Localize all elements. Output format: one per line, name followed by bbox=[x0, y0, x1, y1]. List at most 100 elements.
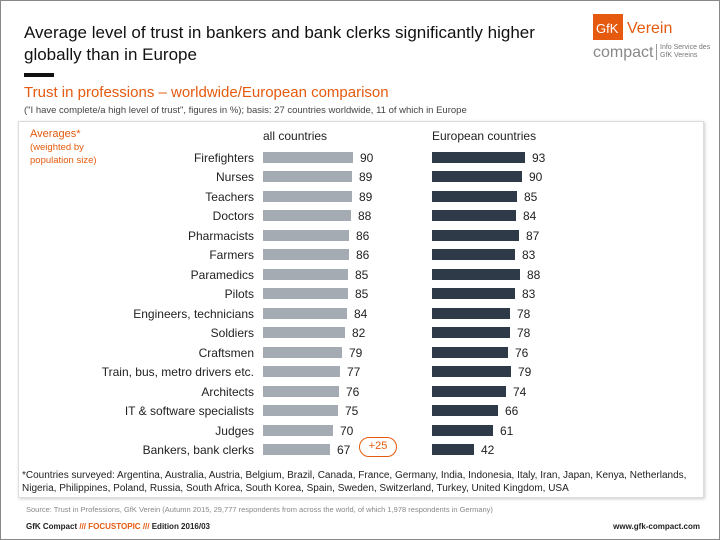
title-divider bbox=[24, 73, 54, 77]
all-countries-bar bbox=[263, 229, 349, 241]
footer-url[interactable]: www.gfk-compact.com bbox=[613, 522, 700, 531]
all-countries-bar bbox=[263, 444, 330, 456]
european-bar bbox=[432, 327, 510, 339]
gfk-verein-logo: GfK Verein compact bbox=[593, 14, 672, 61]
european-value: 74 bbox=[513, 384, 527, 399]
category-label: Doctors bbox=[212, 209, 254, 224]
all-countries-bar bbox=[263, 405, 338, 417]
all-countries-value: 75 bbox=[345, 404, 359, 419]
source-note: Source: Trust in Professions, GfK Verein… bbox=[26, 505, 493, 514]
european-bar bbox=[432, 171, 522, 183]
logo-brand: GfK bbox=[596, 21, 619, 36]
all-countries-value: 82 bbox=[352, 326, 366, 341]
category-label: IT & software specialists bbox=[124, 404, 254, 419]
european-value: 78 bbox=[517, 306, 531, 321]
category-label: Architects bbox=[201, 384, 254, 399]
all-countries-bar bbox=[263, 327, 345, 339]
footer-topic: FOCUSTOPIC bbox=[88, 522, 141, 531]
all-countries-bar bbox=[263, 268, 348, 280]
european-bar bbox=[432, 385, 506, 397]
european-bar bbox=[432, 444, 474, 456]
averages-legend: Averages* (weighted by population size) bbox=[30, 128, 130, 167]
european-bar bbox=[432, 288, 515, 300]
all-countries-value: 67 bbox=[337, 443, 351, 458]
european-value: 66 bbox=[505, 404, 519, 419]
european-bar bbox=[432, 152, 525, 163]
european-bar bbox=[432, 229, 519, 241]
european-bar bbox=[432, 424, 493, 436]
footer-separator: /// bbox=[142, 522, 150, 531]
european-value: 83 bbox=[522, 248, 536, 263]
all-countries-bar bbox=[263, 424, 333, 436]
slide-title: Average level of trust in bankers and ba… bbox=[24, 23, 535, 64]
european-value: 93 bbox=[532, 151, 546, 165]
averages-label: Averages* bbox=[30, 128, 81, 140]
all-countries-bar bbox=[263, 190, 352, 202]
european-bar bbox=[432, 268, 520, 280]
countries-footnote: *Countries surveyed: Argentina, Australi… bbox=[22, 470, 687, 494]
european-value: 85 bbox=[524, 189, 538, 204]
european-value: 88 bbox=[527, 267, 541, 282]
all-countries-value: 89 bbox=[359, 189, 373, 204]
all-countries-value: 77 bbox=[347, 365, 361, 380]
all-countries-value: 86 bbox=[356, 228, 370, 243]
european-value: 78 bbox=[517, 326, 531, 341]
footer-separator: /// bbox=[79, 522, 87, 531]
all-countries-value: 85 bbox=[355, 267, 369, 282]
all-countries-bar bbox=[263, 152, 353, 163]
european-value: 87 bbox=[526, 228, 540, 243]
all-countries-value: 90 bbox=[360, 151, 374, 165]
averages-note: (weighted by population size) bbox=[30, 142, 97, 166]
all-countries-bar bbox=[263, 249, 349, 261]
all-countries-bar bbox=[263, 210, 351, 222]
footer: GfK Compact /// FOCUSTOPIC /// Edition 2… bbox=[26, 522, 210, 531]
slide-subtitle: Trust in professions – worldwide/Europea… bbox=[24, 84, 389, 101]
category-label: Bankers, bank clerks bbox=[142, 443, 254, 458]
european-value: 84 bbox=[523, 209, 537, 224]
all-countries-bar bbox=[263, 366, 340, 378]
all-countries-value: 85 bbox=[355, 287, 369, 302]
chart-note: ("I have complete/a high level of trust"… bbox=[24, 105, 467, 116]
header-all-countries: all countries bbox=[263, 129, 328, 143]
category-label: Teachers bbox=[205, 189, 254, 204]
european-bar bbox=[432, 249, 515, 261]
all-countries-value: 86 bbox=[356, 248, 370, 263]
european-value: 79 bbox=[518, 365, 532, 380]
logo-tagline: Info Service des GfK Vereins bbox=[656, 44, 714, 60]
footer-edition: Edition 2016/03 bbox=[151, 522, 210, 531]
category-label: Farmers bbox=[209, 248, 254, 263]
all-countries-value: 70 bbox=[340, 423, 354, 438]
chart-panel bbox=[18, 121, 704, 498]
category-label: Soldiers bbox=[210, 326, 254, 341]
european-value: 76 bbox=[515, 345, 529, 360]
category-label: Pharmacists bbox=[187, 228, 254, 243]
european-bar bbox=[432, 366, 511, 378]
european-value: 83 bbox=[522, 287, 536, 302]
logo-name: Verein bbox=[627, 20, 672, 37]
all-countries-bar bbox=[263, 385, 339, 397]
all-countries-value: 76 bbox=[346, 384, 360, 399]
logo-product: compact bbox=[593, 44, 654, 61]
category-label: Firefighters bbox=[193, 151, 254, 165]
all-countries-bar bbox=[263, 307, 347, 319]
european-value: 61 bbox=[500, 423, 514, 438]
category-label: Nurses bbox=[215, 170, 254, 185]
category-label: Craftsmen bbox=[198, 345, 254, 360]
european-value: 90 bbox=[529, 170, 543, 185]
all-countries-value: 79 bbox=[349, 345, 363, 360]
all-countries-bar bbox=[263, 288, 348, 300]
category-label: Engineers, technicians bbox=[133, 306, 254, 321]
difference-callout: +25 bbox=[359, 437, 397, 457]
all-countries-value: 84 bbox=[354, 306, 368, 321]
european-bar bbox=[432, 190, 517, 202]
category-label: Train, bus, metro drivers etc. bbox=[101, 365, 254, 380]
footer-brand: GfK Compact bbox=[26, 522, 78, 531]
category-label: Judges bbox=[215, 423, 254, 438]
logo-mark bbox=[593, 14, 623, 40]
european-bar bbox=[432, 405, 498, 417]
category-label: Paramedics bbox=[190, 267, 254, 282]
all-countries-value: 89 bbox=[359, 170, 373, 185]
european-value: 42 bbox=[481, 443, 495, 458]
european-bar bbox=[432, 346, 508, 358]
header-european: European countries bbox=[432, 129, 537, 143]
